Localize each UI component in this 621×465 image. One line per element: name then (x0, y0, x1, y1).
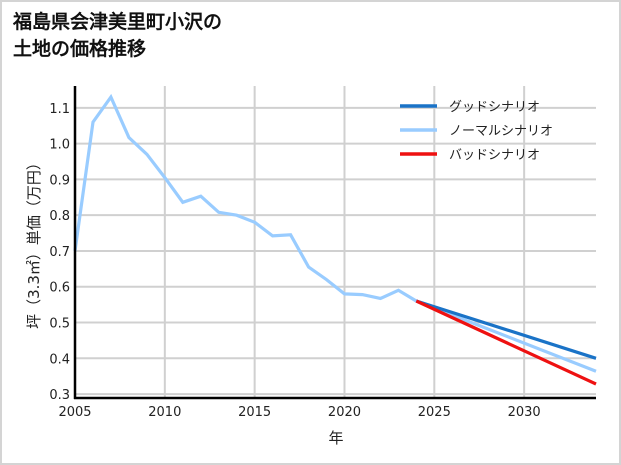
y-tick-label: 0.8 (49, 209, 70, 224)
legend-item: グッドシナリオ (400, 100, 540, 115)
x-tick-label: 2015 (238, 405, 271, 420)
x-tick-label: 2025 (418, 405, 451, 420)
data-lines (73, 93, 597, 386)
tick-labels: 0.3 0.4 0.5 0.6 0.7 0.8 0.9 1.0 1.1 2005 2010 2015 2… (49, 102, 540, 420)
y-tick-label: 0.6 (49, 281, 70, 296)
series-line (73, 93, 597, 373)
chart-title-line-1: 福島県会津美里町小沢の (13, 11, 223, 33)
legend-label: グッドシナリオ (449, 100, 540, 115)
x-axis-label: 年 (328, 429, 343, 447)
x-tick-label: 2010 (148, 405, 181, 420)
x-tick-label: 2020 (328, 405, 361, 420)
legend-label: ノーマルシナリオ (449, 124, 553, 139)
chart-title-line-2: 土地の価格推移 (13, 38, 147, 60)
y-axis-label: 坪（3.3㎡）単価（万円） (25, 155, 43, 329)
chart-title: 福島県会津美里町小沢の 土地の価格推移 (13, 9, 222, 63)
axes (73, 86, 596, 400)
y-tick-label: 0.7 (49, 245, 70, 260)
y-tick-label: 1.0 (49, 138, 70, 153)
series-line (415, 299, 597, 386)
y-tick-label: 0.9 (49, 173, 70, 188)
y-tick-label: 0.4 (49, 352, 70, 367)
y-tick-label: 1.1 (49, 102, 70, 117)
y-tick-label: 0.5 (49, 317, 70, 332)
x-tick-label: 2030 (508, 405, 541, 420)
series-line (415, 299, 597, 360)
legend-label: バッドシナリオ (449, 148, 540, 163)
x-tick-label: 2005 (58, 405, 91, 420)
legend-item: バッドシナリオ (400, 148, 540, 163)
legend-item: ノーマルシナリオ (400, 124, 553, 139)
y-tick-label: 0.3 (49, 388, 70, 403)
